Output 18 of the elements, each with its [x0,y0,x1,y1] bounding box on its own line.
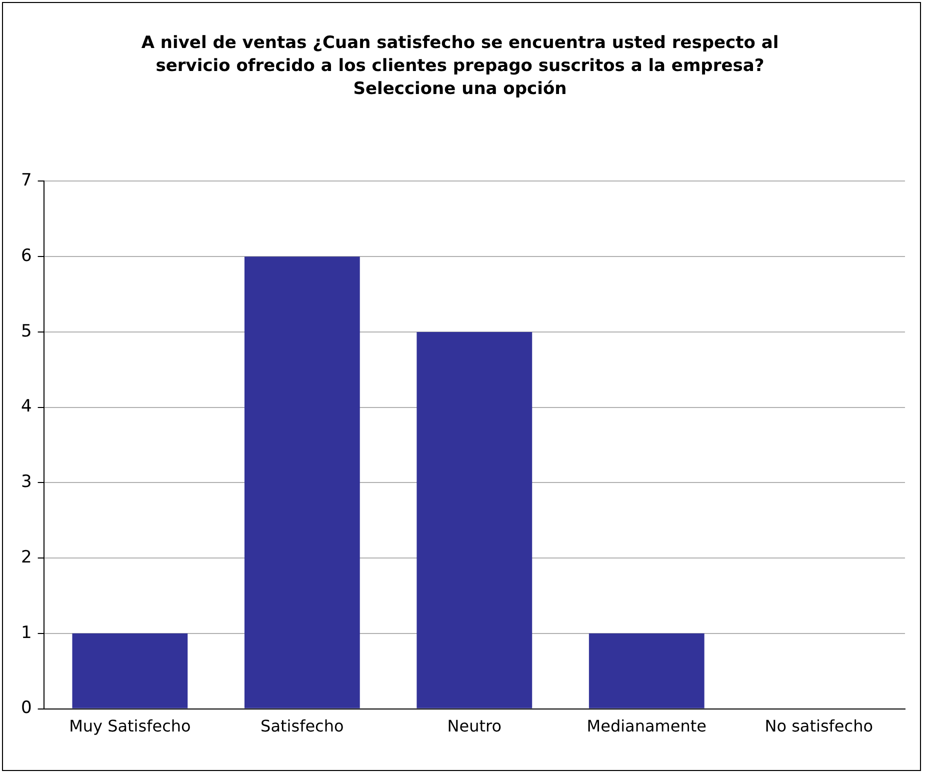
x-tick-label: No satisfecho [764,716,874,736]
y-tick-label: 3 [20,472,32,492]
bar [416,332,532,708]
x-tick-label: Satisfecho [260,716,344,736]
y-tick-label: 2 [20,547,32,568]
y-tick-label: 4 [20,396,32,417]
y-tick-label: 5 [20,321,32,342]
y-tick-label: 1 [20,622,32,643]
x-tick-label: Muy Satisfecho [69,716,191,736]
y-tick-label: 6 [20,246,32,266]
bar [72,633,188,708]
y-tick-label: 0 [20,698,32,718]
x-tick-label: Neutro [447,716,502,736]
bar [588,633,704,708]
bar [244,256,360,708]
y-tick-label: 7 [20,170,32,191]
chart-title: A nivel de ventas ¿Cuan satisfecho se encuentra usted respecto al servicio ofrecido a los clientes prepago suscritos a la empresa? Seleccione una opción [140,32,780,101]
x-tick-label: Medianamente [586,716,706,736]
